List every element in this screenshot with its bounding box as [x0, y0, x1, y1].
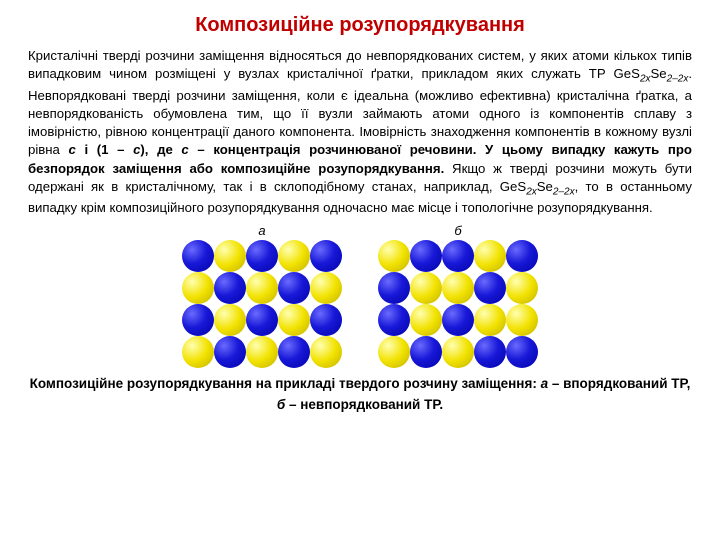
atom-blue — [182, 240, 214, 272]
diagram-b-grid — [378, 240, 538, 368]
atom-yellow — [378, 240, 410, 272]
atom-blue — [410, 240, 442, 272]
atom-blue — [506, 336, 538, 368]
atom-yellow — [278, 304, 310, 336]
atom-blue — [378, 272, 410, 304]
atom-yellow — [182, 336, 214, 368]
atom-yellow — [378, 336, 410, 368]
atom-blue — [278, 272, 310, 304]
atom-blue — [378, 304, 410, 336]
atom-blue — [474, 336, 506, 368]
atom-yellow — [474, 304, 506, 336]
diagram-b: б — [378, 223, 538, 368]
atom-yellow — [410, 272, 442, 304]
atom-yellow — [246, 272, 278, 304]
atom-blue — [442, 240, 474, 272]
atom-blue — [278, 336, 310, 368]
atom-yellow — [310, 336, 342, 368]
atom-blue — [214, 336, 246, 368]
atom-yellow — [182, 272, 214, 304]
atom-blue — [182, 304, 214, 336]
diagrams-row: а б — [28, 223, 692, 368]
atom-yellow — [410, 304, 442, 336]
atom-blue — [246, 304, 278, 336]
atom-blue — [442, 304, 474, 336]
figure-caption: Композиційне розупорядкування на приклад… — [28, 374, 692, 415]
diagram-a-label: а — [258, 223, 265, 238]
atom-yellow — [278, 240, 310, 272]
atom-blue — [310, 304, 342, 336]
atom-blue — [506, 240, 538, 272]
atom-yellow — [506, 272, 538, 304]
atom-blue — [410, 336, 442, 368]
atom-yellow — [310, 272, 342, 304]
diagram-a: а — [182, 223, 342, 368]
atom-yellow — [442, 336, 474, 368]
atom-yellow — [246, 336, 278, 368]
atom-blue — [214, 272, 246, 304]
atom-blue — [310, 240, 342, 272]
atom-blue — [246, 240, 278, 272]
atom-blue — [474, 272, 506, 304]
main-paragraph: Кристалічні тверді розчини заміщення від… — [28, 47, 692, 217]
atom-yellow — [214, 240, 246, 272]
atom-yellow — [474, 240, 506, 272]
atom-yellow — [506, 304, 538, 336]
atom-yellow — [442, 272, 474, 304]
page-title: Композиційне розупорядкування — [28, 14, 692, 37]
atom-yellow — [214, 304, 246, 336]
diagram-a-grid — [182, 240, 342, 368]
diagram-b-label: б — [454, 223, 461, 238]
